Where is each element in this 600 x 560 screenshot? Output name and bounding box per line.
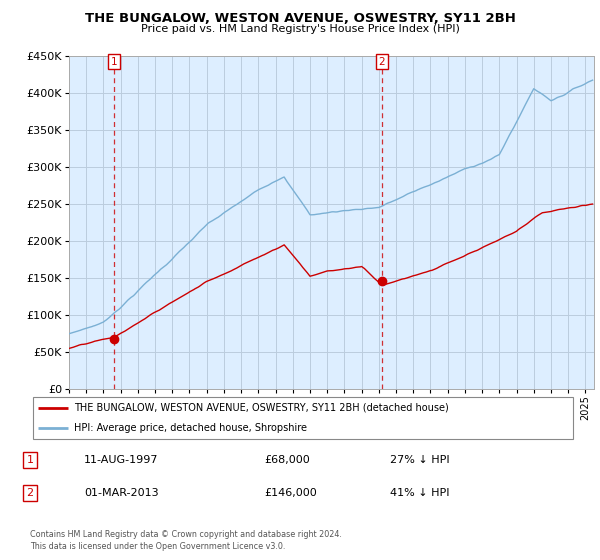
- FancyBboxPatch shape: [33, 397, 573, 438]
- Text: £68,000: £68,000: [264, 455, 310, 465]
- Text: 01-MAR-2013: 01-MAR-2013: [84, 488, 158, 498]
- Text: 1: 1: [26, 455, 34, 465]
- Text: 11-AUG-1997: 11-AUG-1997: [84, 455, 158, 465]
- Text: 27% ↓ HPI: 27% ↓ HPI: [390, 455, 449, 465]
- Text: THE BUNGALOW, WESTON AVENUE, OSWESTRY, SY11 2BH (detached house): THE BUNGALOW, WESTON AVENUE, OSWESTRY, S…: [74, 403, 448, 413]
- Text: Price paid vs. HM Land Registry's House Price Index (HPI): Price paid vs. HM Land Registry's House …: [140, 24, 460, 34]
- Text: 2: 2: [26, 488, 34, 498]
- Text: HPI: Average price, detached house, Shropshire: HPI: Average price, detached house, Shro…: [74, 423, 307, 433]
- Text: This data is licensed under the Open Government Licence v3.0.: This data is licensed under the Open Gov…: [30, 542, 286, 551]
- Text: £146,000: £146,000: [264, 488, 317, 498]
- Text: 1: 1: [111, 57, 118, 67]
- Text: 41% ↓ HPI: 41% ↓ HPI: [390, 488, 449, 498]
- Text: 2: 2: [379, 57, 385, 67]
- Text: Contains HM Land Registry data © Crown copyright and database right 2024.: Contains HM Land Registry data © Crown c…: [30, 530, 342, 539]
- Text: THE BUNGALOW, WESTON AVENUE, OSWESTRY, SY11 2BH: THE BUNGALOW, WESTON AVENUE, OSWESTRY, S…: [85, 12, 515, 25]
